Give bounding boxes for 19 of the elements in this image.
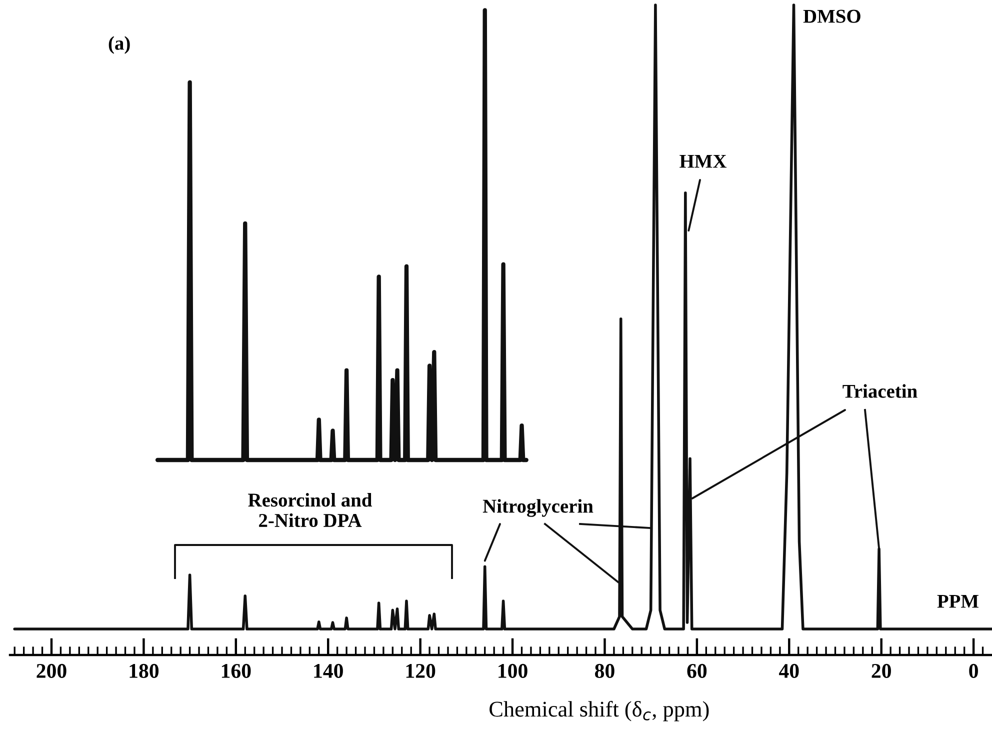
- annotation: Triacetin: [842, 384, 918, 398]
- x-tick-label: 60: [687, 664, 707, 678]
- x-tick-label: 120: [406, 664, 436, 678]
- x-tick-label: 160: [222, 664, 251, 678]
- x-tick-label: 40: [779, 664, 799, 678]
- annotation: Resorcinol and 2-Nitro DPA: [248, 493, 372, 528]
- x-tick-label: 80: [595, 664, 614, 678]
- annotation: PPM: [937, 594, 978, 608]
- annotation: DMSO: [803, 10, 860, 23]
- x-tick-label: 200: [36, 664, 66, 678]
- x-tick-label: 20: [872, 664, 891, 678]
- annotation: Nitroglycerin: [482, 499, 594, 517]
- x-tick-label: 0: [969, 664, 978, 678]
- x-axis-title: Chemical shift (δ$_{c}$, ppm): [490, 700, 709, 722]
- x-tick-label: 140: [314, 664, 343, 678]
- annotation: HMX: [680, 154, 727, 168]
- annotation: (a): [108, 36, 130, 54]
- x-tick-label: 100: [498, 664, 528, 678]
- x-tick-label: 180: [130, 664, 159, 678]
